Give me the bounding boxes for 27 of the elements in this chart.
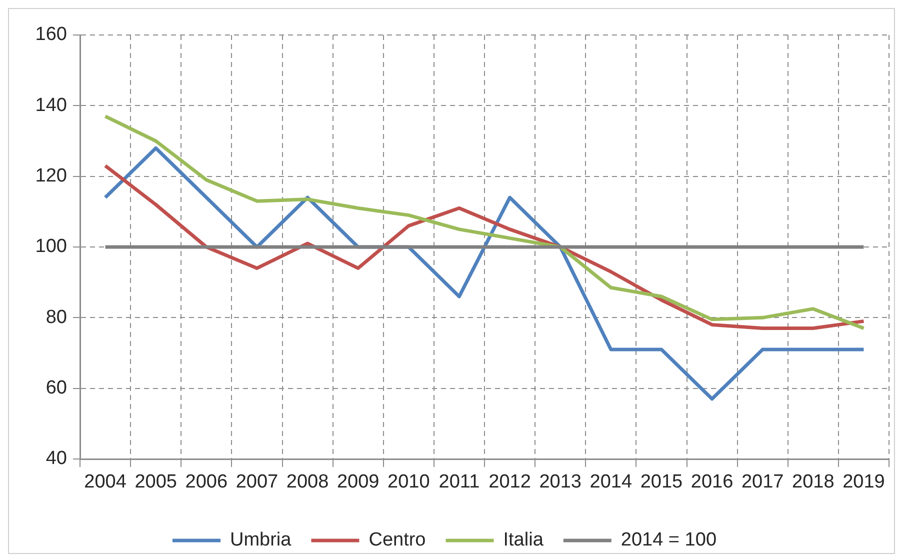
y-tick-label: 160 xyxy=(35,24,67,46)
x-tick-label: 2013 xyxy=(539,472,582,493)
x-tick-label: 2017 xyxy=(741,472,784,493)
x-tick-label: 2009 xyxy=(336,472,380,493)
x-tick-label: 2014 xyxy=(590,472,632,493)
x-tick-label: 2015 xyxy=(640,472,683,493)
x-tick-label: 2016 xyxy=(690,472,734,493)
y-tick-label: 120 xyxy=(35,166,67,187)
x-tick-label: 2006 xyxy=(185,472,228,493)
y-tick-label: 140 xyxy=(35,94,67,116)
legend-label: Umbria xyxy=(230,530,292,551)
y-tick-label: 80 xyxy=(46,306,67,328)
legend-label: Italia xyxy=(503,530,544,551)
x-tick-label: 2019 xyxy=(842,472,885,493)
x-tick-label: 2010 xyxy=(388,472,430,493)
y-tick-label: 100 xyxy=(35,236,67,258)
y-tick-label: 40 xyxy=(46,448,67,470)
legend-label: Centro xyxy=(368,530,426,551)
x-tick-label: 2008 xyxy=(286,472,329,493)
x-tick-label: 2007 xyxy=(236,472,278,493)
x-tick-label: 2018 xyxy=(792,472,834,493)
legend-label: 2014 = 100 xyxy=(620,530,717,551)
y-tick-label: 60 xyxy=(46,378,67,399)
x-tick-label: 2005 xyxy=(134,472,177,493)
x-tick-label: 2012 xyxy=(488,472,531,493)
x-tick-label: 2004 xyxy=(84,472,127,493)
x-tick-label: 2011 xyxy=(438,472,480,493)
